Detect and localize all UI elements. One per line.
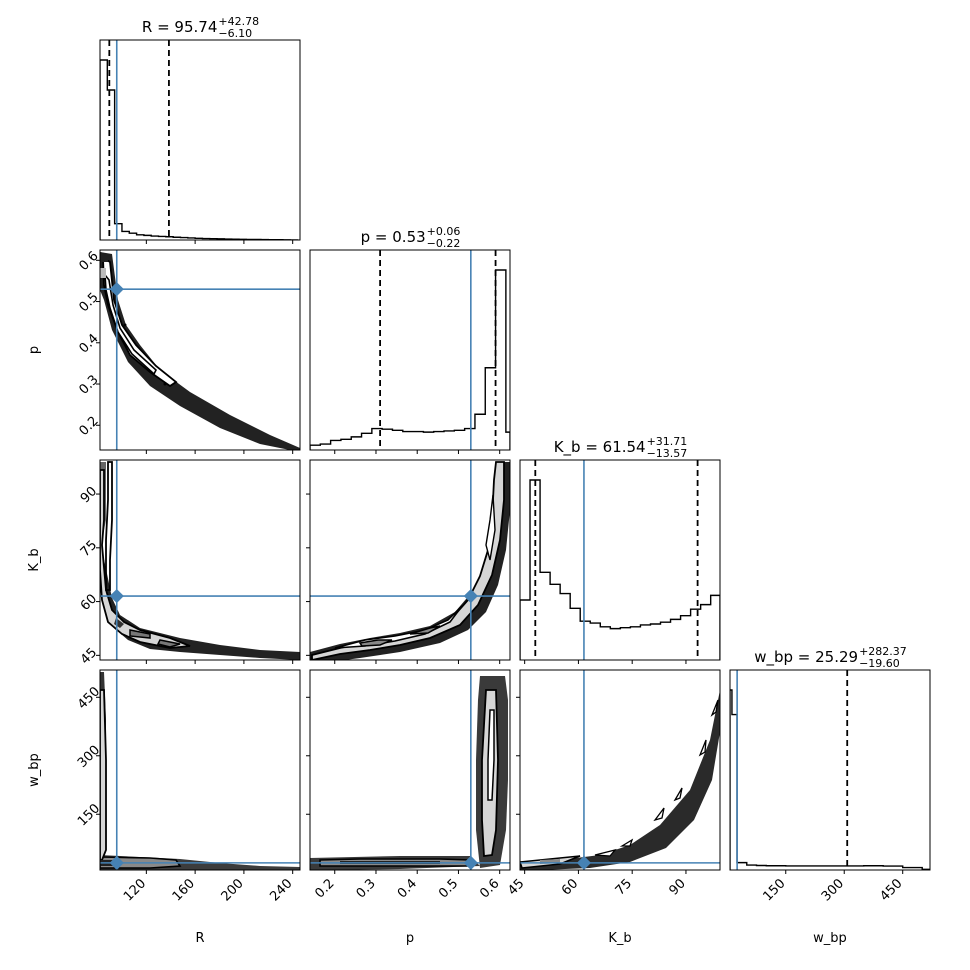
truth-marker-w_bp-vs-R — [109, 855, 124, 870]
title-upper-p: +0.06 — [427, 225, 461, 238]
x-axis-label-K_b: K_b — [608, 931, 631, 946]
title-upper-R: +42.78 — [218, 15, 259, 28]
y-tick-label-K_b-3: 90 — [78, 484, 100, 506]
truth-group-K_b-vs-R — [100, 460, 300, 660]
title-p: p = 0.53 +0.06−0.22 — [361, 225, 461, 250]
truth-marker-K_b-vs-p — [463, 588, 478, 604]
y-axis-label-w_bp: w_bp — [27, 753, 42, 787]
panel-frame-3-0 — [99, 669, 301, 871]
y-tick-label-w_bp-2: 450 — [75, 684, 103, 712]
panel-frame-2-1 — [309, 459, 511, 661]
panel-frame-2-2 — [519, 459, 721, 661]
y-tick-label-p-0: 0.2 — [76, 414, 101, 439]
x-tick-label-K_b-1: 60 — [559, 876, 581, 898]
x-tick-label-p-1: 0.3 — [354, 876, 379, 901]
x-tick-label-p-3: 0.5 — [436, 876, 461, 901]
panel-frame-1-1 — [309, 249, 511, 451]
truth-group-w_bp-vs-R — [100, 670, 300, 870]
x-tick-label-w_bp-2: 450 — [877, 876, 905, 904]
x-tick-label-R-2: 200 — [219, 876, 247, 904]
truth-marker-w_bp-vs-p — [463, 855, 478, 870]
y-tick-label-w_bp-1: 300 — [75, 743, 103, 771]
density-wbp-vs-p — [310, 676, 508, 870]
histogram-w_bp — [730, 670, 930, 870]
x-tick-label-p-2: 0.4 — [395, 876, 420, 901]
histogram-K_b — [520, 460, 720, 660]
title-main-w_bp: w_bp = 25.29 — [754, 648, 858, 667]
title-lower-K_b: −13.57 — [647, 447, 688, 460]
title-lower-R: −6.10 — [218, 27, 252, 40]
x-tick-label-K_b-0: 45 — [505, 876, 527, 898]
title-K_b: K_b = 61.54 +31.71−13.57 — [554, 435, 688, 460]
histogram-p — [310, 250, 510, 450]
density-Kb-vs-R — [100, 461, 300, 660]
x-tick-label-R-1: 160 — [170, 876, 198, 904]
title-main-K_b: K_b = 61.54 — [554, 438, 646, 457]
y-axis-label-p: p — [27, 346, 42, 354]
y-tick-label-K_b-1: 60 — [78, 591, 100, 613]
y-tick-label-p-1: 0.3 — [76, 372, 101, 397]
title-lower-p: −0.22 — [427, 237, 461, 250]
histogram-R — [100, 40, 299, 240]
x-tick-label-w_bp-0: 150 — [760, 876, 788, 904]
title-upper-K_b: +31.71 — [647, 435, 688, 448]
truth-marker-K_b-vs-R — [109, 588, 124, 604]
panel-frame-1-0 — [99, 249, 301, 451]
truth-group-w_bp-vs-K_b — [520, 670, 720, 870]
x-axis-label-w_bp: w_bp — [813, 931, 847, 946]
title-main-R: R = 95.74 — [142, 18, 217, 36]
x-tick-label-p-4: 0.6 — [477, 876, 502, 901]
title-w_bp: w_bp = 25.29 +282.37−19.60 — [754, 645, 907, 670]
density-wbp-vs-R — [100, 672, 300, 870]
density-Kb-vs-p — [310, 461, 510, 660]
x-tick-label-p-0: 0.2 — [312, 876, 337, 901]
truth-marker-w_bp-vs-K_b — [576, 855, 592, 870]
x-tick-label-R-3: 240 — [267, 876, 295, 904]
x-tick-label-K_b-2: 75 — [613, 876, 635, 898]
truth-group-K_b-vs-p — [310, 460, 510, 660]
y-axis-label-K_b: K_b — [27, 548, 42, 571]
truth-group-p-vs-R — [100, 250, 300, 450]
density-p-vs-R — [100, 252, 300, 450]
x-tick-label-K_b-3: 90 — [666, 876, 688, 898]
title-R: R = 95.74 +42.78−6.10 — [142, 15, 259, 40]
panel-frame-2-0 — [99, 459, 301, 661]
title-upper-w_bp: +282.37 — [859, 645, 907, 658]
histogram-step-K_b — [520, 479, 720, 660]
x-axis-label-R: R — [195, 931, 204, 946]
panel-frame-3-1 — [309, 669, 511, 871]
truth-marker-p-vs-R — [109, 282, 124, 297]
histogram-step-w_bp — [730, 689, 930, 870]
y-tick-label-p-3: 0.5 — [76, 290, 101, 315]
density-wbp-vs-Kb — [520, 690, 720, 870]
title-lower-w_bp: −19.60 — [859, 657, 900, 670]
y-tick-label-K_b-2: 75 — [78, 538, 100, 560]
histogram-step-p — [310, 269, 510, 450]
x-tick-label-R-0: 120 — [121, 876, 149, 904]
histogram-step-R — [100, 59, 299, 240]
panel-frame-3-3 — [729, 669, 931, 871]
panel-frame-0-0 — [99, 39, 301, 241]
y-tick-label-w_bp-0: 150 — [75, 801, 103, 829]
y-tick-label-p-4: 0.6 — [76, 249, 101, 274]
y-tick-label-p-2: 0.4 — [76, 331, 101, 356]
x-tick-label-w_bp-1: 300 — [819, 876, 847, 904]
x-axis-label-p: p — [406, 931, 414, 946]
y-tick-label-K_b-0: 45 — [78, 645, 100, 667]
title-main-p: p = 0.53 — [361, 228, 426, 246]
panel-frame-3-2 — [519, 669, 721, 871]
truth-group-w_bp-vs-p — [310, 670, 510, 870]
